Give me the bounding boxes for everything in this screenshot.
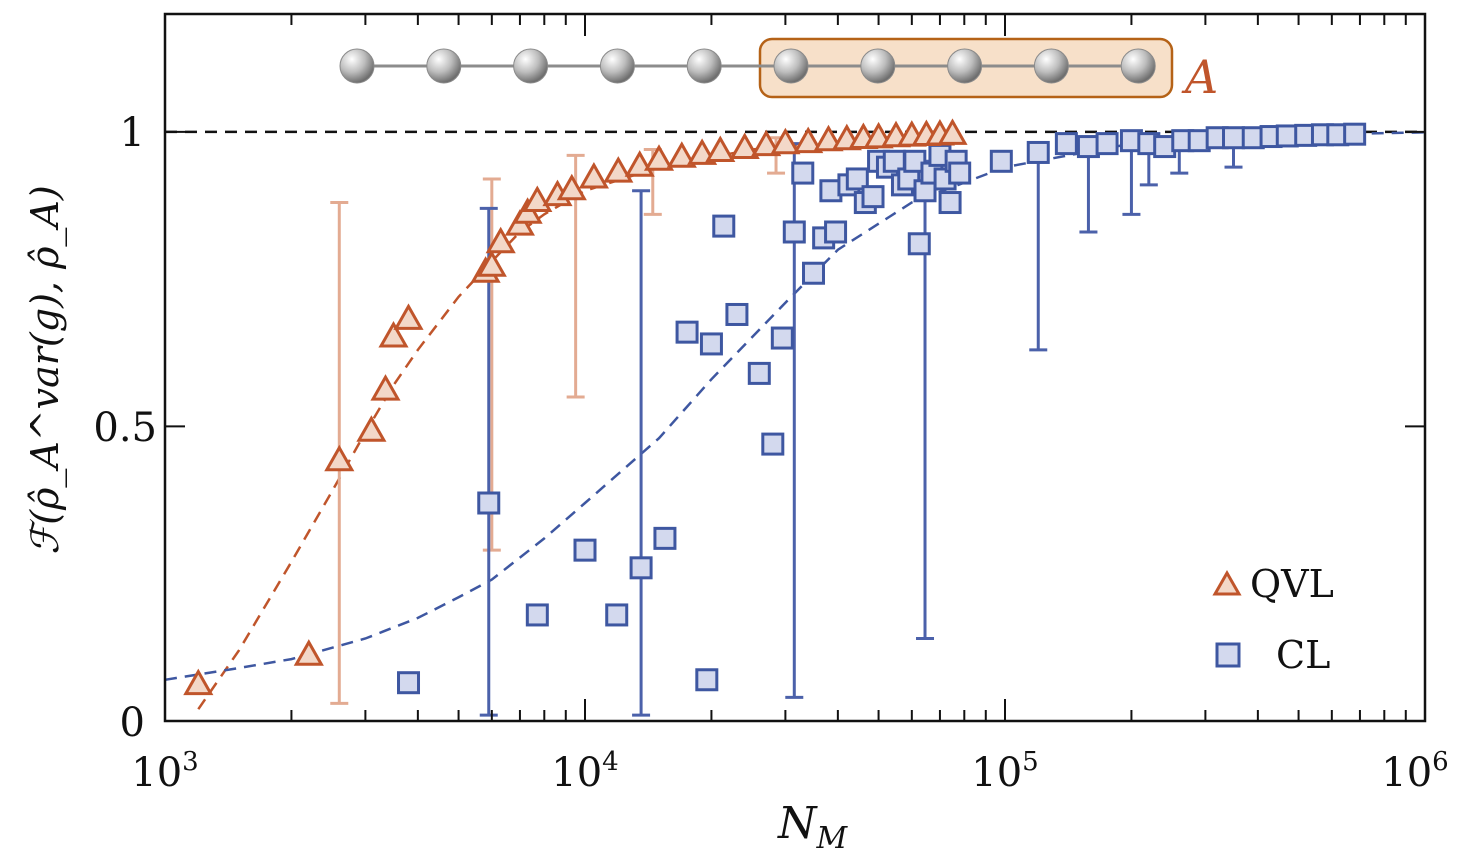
spin-site [339,48,375,84]
legend-label-cl: CL [1276,633,1330,677]
point-qvl [476,250,507,277]
errorbar-qvl [482,177,501,552]
legend-marker-qvl [1212,569,1242,596]
point-qvl [183,668,214,696]
point-qvl [813,124,844,152]
point-cl [1343,122,1367,146]
plot-frame [163,12,1427,723]
errorbar-cl [632,189,651,717]
point-cl [397,671,421,695]
point-cl [845,167,869,191]
errorbar-cl [479,206,498,717]
y-tick-label-0: 0 [120,700,145,746]
point-qvl [603,156,634,183]
point-cl [1026,140,1050,164]
point-qvl [324,444,355,472]
point-qvl [666,141,697,168]
point-cl [907,232,931,256]
point-cl [525,603,549,627]
x-tick-label-1e6: 106 [1381,747,1448,796]
x-tick-label-1e5: 105 [971,747,1038,796]
point-cl [699,332,723,356]
point-cl [948,161,972,185]
point-cl [791,161,815,185]
point-qvl [937,118,968,145]
point-qvl [393,303,424,330]
point-cl [938,191,962,215]
point-qvl [793,126,824,154]
point-qvl [729,132,760,159]
y-tick-label-1: 1 [120,110,145,156]
point-cl [1076,135,1100,159]
point-cl [802,261,826,285]
point-qvl [770,127,801,155]
point-cl [725,302,749,326]
fit-curve-qvl [197,133,965,710]
spin-site [686,48,722,84]
spin-site [947,48,983,84]
point-cl [824,220,848,244]
point-qvl [293,639,324,666]
x-tick-label-1e3: 103 [131,747,198,796]
point-cl [861,185,885,209]
point-qvl [356,415,387,442]
spin-site [860,48,896,84]
point-cl [770,326,794,350]
point-cl [695,668,719,692]
subsystem-label: A [1181,50,1218,104]
points-layer [183,118,1367,696]
spin-site [1033,48,1069,84]
tick-layer [164,14,1426,722]
legend: QVL CL [1212,562,1334,677]
point-cl [761,432,785,456]
spin-site [426,48,462,84]
point-cl [477,491,501,515]
x-axis-title: NM [777,798,849,850]
spin-site [599,48,635,84]
point-qvl [578,161,609,189]
point-cl [747,361,771,385]
point-cl [573,538,597,562]
point-cl [1054,132,1078,156]
spin-chain-inset: A [339,37,1218,104]
spin-site [773,48,809,84]
legend-label-qvl: QVL [1250,562,1334,606]
point-cl [653,526,677,550]
point-qvl [751,129,782,157]
point-qvl [643,144,675,171]
legend-marker-cl [1215,642,1241,668]
errorbar-cl [1029,142,1048,352]
point-qvl [485,226,516,254]
point-qvl [556,173,587,201]
point-cl [629,556,653,580]
spin-site [513,48,549,84]
point-cl [712,214,736,238]
chain-layer [339,48,1156,84]
point-qvl [378,320,409,348]
point-qvl [370,374,401,401]
point-cl [605,603,629,627]
point-qvl [705,135,736,162]
point-cl [675,320,699,344]
y-tick-label-0.5: 0.5 [93,405,157,451]
point-cl [989,149,1013,173]
y-axis-title: ℱ(ρ̂_A^var(g), ρ̂_A) [23,185,68,554]
point-cl [1095,132,1119,156]
point-cl [782,220,806,244]
x-tick-label-1e4: 104 [551,747,618,796]
spin-site [1120,48,1156,84]
point-cl [1222,126,1246,150]
point-cl [903,149,927,173]
